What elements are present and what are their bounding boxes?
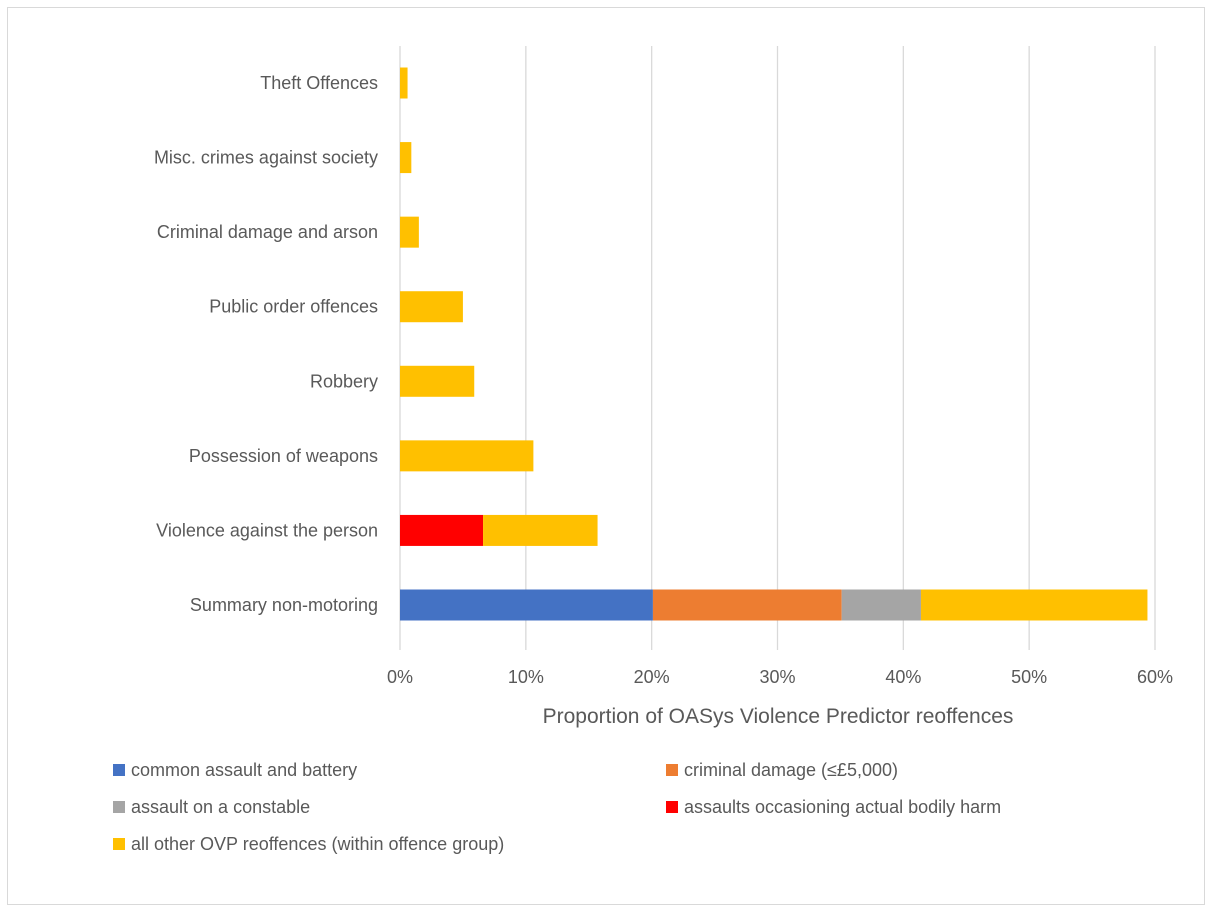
bar-segment [841, 589, 921, 621]
category-labels: Summary non-motoring Violence against the… [154, 73, 378, 615]
category-label: Robbery [310, 371, 378, 391]
legend-label: criminal damage (≤£5,000) [684, 760, 898, 780]
legend-label: all other OVP reoffences (within offence… [131, 834, 504, 854]
x-tick-label: 30% [759, 667, 795, 687]
legend-label: assaults occasioning actual bodily harm [684, 797, 1001, 817]
x-tick-labels: 0% 10% 20% 30% 40% 50% 60% [387, 667, 1173, 687]
gridlines [399, 46, 1156, 650]
legend-swatch [666, 764, 678, 776]
category-label: Criminal damage and arson [157, 222, 378, 242]
x-tick-label: 0% [387, 667, 413, 687]
bar-segment [400, 216, 419, 248]
bar-segment [400, 291, 463, 323]
legend-label: common assault and battery [131, 760, 357, 780]
category-label: Violence against the person [156, 520, 378, 540]
bar-segment [652, 589, 842, 621]
category-label: Public order offences [209, 297, 378, 317]
x-tick-label: 10% [508, 667, 544, 687]
category-label: Misc. crimes against society [154, 148, 378, 168]
bar-segment [400, 67, 408, 99]
bars [400, 67, 1148, 621]
x-tick-label: 60% [1137, 667, 1173, 687]
x-tick-label: 20% [634, 667, 670, 687]
bar-segment [920, 589, 1148, 621]
category-label: Summary non-motoring [190, 595, 378, 615]
chart-frame [7, 7, 1205, 905]
bar-segment [400, 440, 534, 472]
category-label: Possession of weapons [189, 446, 378, 466]
bar-segment [400, 142, 412, 174]
legend-label: assault on a constable [131, 797, 310, 817]
bar-segment [400, 514, 484, 546]
bar-segment [400, 589, 653, 621]
legend-swatch [113, 801, 125, 813]
legend-swatch [113, 764, 125, 776]
x-tick-label: 50% [1011, 667, 1047, 687]
legend: common assault and battery criminal damag… [113, 760, 1001, 854]
bar-segment [483, 514, 598, 546]
x-axis-title: Proportion of OASys Violence Predictor r… [543, 705, 1014, 728]
bar-segment [400, 365, 475, 397]
legend-swatch [666, 801, 678, 813]
legend-swatch [113, 838, 125, 850]
category-label: Theft Offences [260, 73, 378, 93]
x-tick-label: 40% [885, 667, 921, 687]
